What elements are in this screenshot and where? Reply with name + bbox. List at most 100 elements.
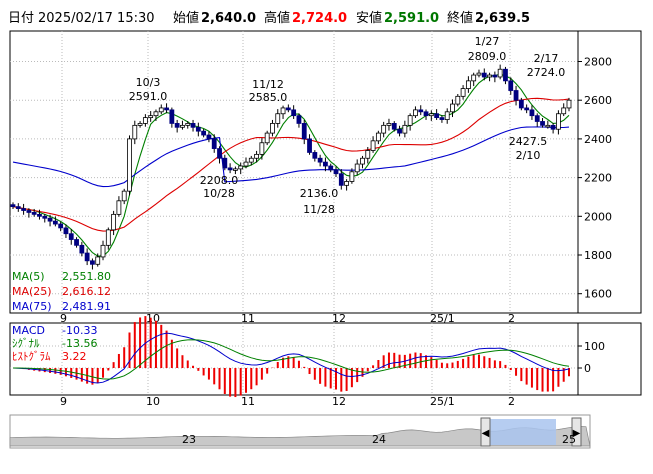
chevron-right-icon: ▶ [573, 428, 581, 439]
open-value: 2,640.0 [201, 11, 256, 26]
navigator-selection[interactable] [490, 419, 556, 445]
candle-body [254, 153, 259, 159]
candle-body [201, 130, 207, 136]
candle-body [95, 256, 101, 265]
macd-tick-label: 0 [584, 362, 591, 375]
candle-body [74, 239, 79, 246]
navigator-year-label: 25 [562, 433, 576, 446]
candle-body [259, 142, 265, 155]
open-label: 始値 [173, 10, 199, 26]
ma-75-line [12, 126, 570, 188]
candle-body [375, 132, 381, 142]
candle-body [307, 138, 312, 153]
moving-average-lines [12, 73, 570, 257]
macd-legend-value: -10.33 [62, 324, 97, 337]
y-tick-label: 2600 [584, 94, 612, 107]
candle-body [227, 167, 233, 171]
macd-series-line [12, 332, 570, 384]
high-label: 高値 [264, 10, 290, 26]
candle-body [238, 165, 244, 170]
candle-body [31, 212, 37, 215]
close-value: 2,639.5 [475, 11, 530, 26]
candle-body [243, 161, 249, 167]
candle-body [296, 115, 302, 124]
candle-body [312, 152, 318, 159]
candle-body [529, 109, 535, 117]
candle-body [47, 217, 53, 222]
candle-body [497, 68, 503, 78]
candle-body [370, 140, 376, 151]
candle-body [338, 173, 344, 186]
candle-body [354, 163, 360, 173]
x-tick-label-macd: 11 [241, 395, 255, 408]
candle-body [26, 210, 32, 213]
candle-body [503, 68, 508, 82]
macd-axis-ticks: 100 0 [578, 340, 605, 375]
x-tick-label-macd: 25/1 [430, 395, 455, 408]
candle-body [42, 215, 48, 219]
candle-body [402, 124, 408, 134]
candle-body [280, 107, 286, 115]
candle-body [105, 229, 111, 246]
annotation-line2: 11/28 [303, 203, 335, 216]
annotation-line1: 10/3 [136, 76, 161, 89]
candle-body [333, 169, 339, 175]
candle-body [492, 74, 498, 78]
macd-panel-frame [9, 322, 642, 396]
navigator-left-handle[interactable] [480, 417, 491, 447]
datetime: 2025/02/17 15:30 [38, 11, 155, 26]
candle-body [111, 213, 117, 231]
candle-body [323, 161, 328, 167]
candle-body [285, 107, 291, 111]
candle-body [487, 74, 492, 78]
macd-legend-name: MACD [12, 324, 45, 337]
x-tick-label: 9 [60, 312, 67, 325]
annotation-line2: 2809.0 [468, 50, 507, 63]
navigator-right-handle[interactable] [571, 417, 582, 447]
candle-body [407, 115, 413, 126]
candle-body [556, 113, 561, 130]
candle-body [344, 181, 350, 186]
candle-body [317, 157, 323, 163]
candle-body [365, 150, 371, 159]
candle-body [248, 157, 254, 163]
macd-legend-name: ﾋｽﾄｸﾞﾗﾑ [12, 350, 51, 363]
candle-body [455, 95, 461, 105]
x-tick-label-macd: 2 [508, 395, 515, 408]
candle-body [15, 206, 21, 209]
candlesticks [10, 64, 572, 270]
macd-lines [12, 316, 570, 398]
annotation-line1: 2/17 [534, 52, 559, 65]
candle-body [291, 109, 297, 117]
macd-legend-value: -13.56 [62, 337, 97, 350]
low-value: 2,591.0 [384, 11, 439, 26]
low-label: 安値 [356, 10, 382, 26]
candle-body [465, 80, 471, 89]
candle-body [328, 165, 334, 171]
candle-body [561, 107, 567, 115]
annotation-line1: 2427.5 [509, 135, 548, 148]
x-tick-label: 11 [241, 312, 255, 325]
close-label: 終値 [447, 10, 473, 26]
annotation-line1: 2208.0 [200, 174, 239, 187]
candle-body [264, 132, 270, 144]
candle-body [63, 227, 69, 235]
candle-body [423, 111, 429, 117]
candle-body [116, 200, 122, 215]
candle-body [10, 204, 16, 208]
navigator[interactable]: ◀ ▶ 23 24 25 [9, 414, 591, 449]
candle-body [418, 109, 424, 113]
navigator-year-label: 23 [182, 433, 196, 446]
candle-body [450, 103, 455, 113]
candle-body [211, 138, 217, 149]
candle-body [21, 208, 26, 211]
annotation-line2: 2585.0 [249, 91, 288, 104]
candle-body [195, 126, 201, 132]
candle-body [476, 72, 482, 76]
navigator-year-labels: 23 24 25 [182, 433, 576, 446]
candle-body [68, 233, 74, 240]
candle-body [222, 157, 228, 169]
candle-body [518, 99, 524, 109]
candle-body [137, 123, 143, 126]
